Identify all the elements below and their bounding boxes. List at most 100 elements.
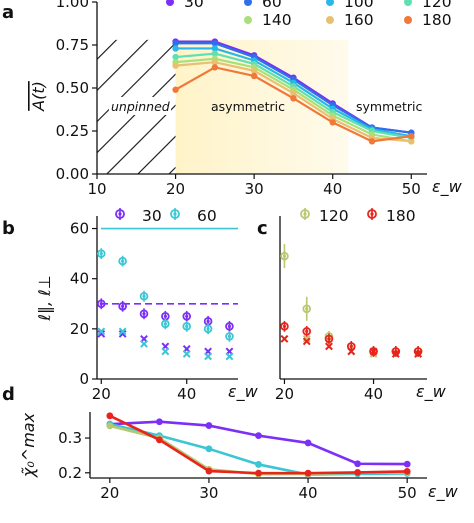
data-point-180 [290,95,297,102]
legend-marker-30 [166,0,174,6]
marker-dot [227,324,232,328]
data-point-100 [172,45,179,52]
data-point-30 [255,432,262,440]
marker-dot [121,304,125,308]
legend-label-120: 120 [319,207,349,225]
marker-open-circle [280,251,289,261]
marker-open-circle [182,312,192,321]
marker-dot [370,212,374,216]
x-tick-label: 30 [245,180,264,198]
data-point-30 [354,460,362,468]
data-point-160 [408,138,415,145]
x-tick-label: 40 [177,385,196,403]
panel-label-c: c [257,218,268,239]
cross-stroke [302,334,311,343]
legend-label-120: 120 [422,0,452,11]
data-point-30 [403,460,411,468]
cross-stroke [347,347,356,356]
panel-label-a: a [2,2,14,23]
marker-open-circle [139,309,149,319]
cross-stroke [204,352,212,361]
marker-dot [305,307,309,311]
x-axis-label: ε_w [416,382,447,402]
legend-marker-60 [244,0,252,6]
x-tick-label: 30 [199,484,218,502]
data-point-160 [211,59,219,66]
legend-label-180: 180 [422,11,452,29]
y-tick-label: 0.2 [58,464,82,482]
x-axis-label: ε_w [228,382,259,402]
data-point-180 [106,412,114,420]
cross-stroke [302,337,311,346]
data-point-160 [290,89,297,97]
data-point-60 [205,445,213,453]
marker-dot [282,254,287,258]
y-tick-label: 0.25 [56,122,89,140]
x-tick-label: 50 [398,484,417,502]
x-tick-label: 10 [87,180,106,198]
marker-dot [305,329,309,333]
x-axis-label: ε_w [432,177,463,197]
unpinned-label-bg [109,97,171,115]
data-point-60 [255,461,262,468]
data-point-180 [329,119,336,126]
x-tick-label: 50 [402,180,421,198]
cross-stroke [118,327,127,336]
y-tick-label: 60 [70,220,89,238]
data-point-160 [172,62,179,69]
cross-stroke [280,334,289,343]
legend-label-160: 160 [344,11,374,29]
legend-marker-100 [326,0,334,6]
cross-stroke [369,347,378,356]
data-point-180 [403,468,411,475]
data-point-180 [205,467,213,475]
x-tick-label: 40 [323,180,342,198]
data-point-120 [106,422,114,430]
panel-a: unpinned asymmetric symmetric 0.00 0.25 0.50 0… [2,0,463,198]
marker-open-circle [182,322,192,331]
data-point-180 [354,469,362,476]
cross-stroke [97,329,106,338]
region-label-unpinned: unpinned [111,99,170,114]
data-point-120 [172,53,179,61]
y-axis-label: χ̃₀^max [19,412,38,478]
cross-stroke [414,350,422,358]
y-tick-label: 0 [79,370,89,388]
panel-label-d: d [2,384,15,405]
marker-dot [185,324,189,328]
data-point-180 [172,86,179,93]
marker-open-circle [324,334,334,344]
legend-label-30: 30 [142,207,162,225]
series-line-30 [109,420,408,466]
data-point-180 [250,72,258,80]
marker-dot [99,252,103,256]
marker-dot [121,259,125,263]
marker-open-circle [369,347,378,356]
cross-stroke [225,352,234,361]
data-point-100 [211,45,219,52]
cross-stroke [118,329,127,338]
data-point-60 [172,40,179,47]
marker-dot [99,302,103,306]
x-tick-label: 20 [92,385,111,403]
marker-open-circle [170,209,180,219]
x-tick-label: 20 [166,180,185,198]
marker-dot [142,294,146,298]
marker-open-circle [203,324,213,334]
data-point-30 [205,422,213,429]
legend-marker-160 [326,16,334,24]
x-axis-label: ε_w [428,482,459,502]
marker-dot [163,314,167,318]
marker-open-circle [346,342,356,351]
marker-dot [118,212,122,216]
data-point-180 [155,436,163,444]
marker-open-circle [302,304,312,314]
legend-marker-120 [404,0,412,6]
marker-dot [327,337,331,341]
marker-open-circle [96,249,106,258]
x-tick-label: 20 [275,385,294,403]
marker-open-circle [118,301,127,311]
marker-open-circle [115,209,125,219]
marker-dot [282,324,287,328]
